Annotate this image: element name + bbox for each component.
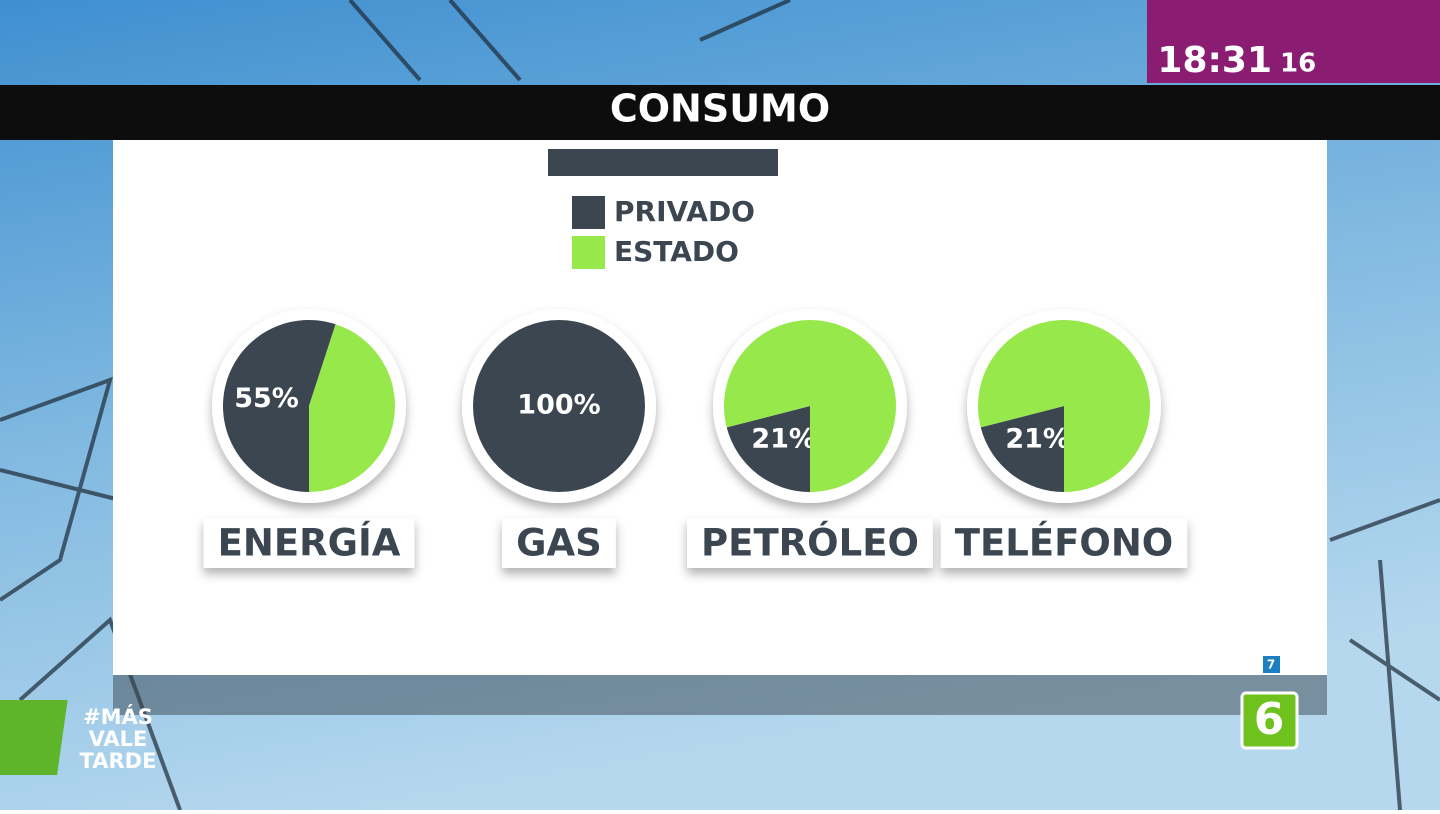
legend: PRIVADO ESTADO <box>572 195 755 269</box>
pie-title-bg <box>687 518 933 568</box>
pie-title: ENERGÍA <box>218 521 401 565</box>
pie-title: TELÉFONO <box>955 521 1174 565</box>
clock-seconds: 16 <box>1280 49 1316 79</box>
show-logo-line: VALE <box>89 727 148 751</box>
legend-label: ESTADO <box>614 235 739 268</box>
pie-title: PETRÓLEO <box>701 521 919 565</box>
show-logo <box>0 700 68 775</box>
pie-slice <box>978 320 1151 492</box>
title-bar <box>0 85 1440 140</box>
pies: 55% ENERGÍA 100% GAS 21% PETRÓLEO 21% TELÉFONO <box>203 309 1188 568</box>
pie-slice <box>723 320 896 492</box>
pie-slice <box>223 319 336 492</box>
pie-title-bg <box>203 518 415 568</box>
pie-title: GAS <box>516 522 602 565</box>
legend-swatch <box>572 196 605 229</box>
value-label: 21% <box>1005 423 1070 454</box>
value-label: 55% <box>234 383 299 414</box>
pie-slice <box>473 320 645 492</box>
panel-shadow <box>113 675 1327 715</box>
channel-logo <box>1240 691 1299 750</box>
legend-header-bar <box>548 149 778 176</box>
legend-swatch <box>572 236 605 269</box>
title: CONSUMO <box>610 87 830 131</box>
value-label: 100% <box>517 390 600 421</box>
show-logo-line: #MÁS <box>83 704 153 729</box>
rating: 7 <box>1267 658 1275 672</box>
rating-badge <box>1263 656 1280 673</box>
value-label: 21% <box>751 423 816 454</box>
pie-title-bg <box>940 518 1188 568</box>
pie-title-bg <box>502 518 616 568</box>
show-logo-line: TARDE <box>80 749 157 773</box>
pie-slice <box>309 324 395 492</box>
clock-box <box>1147 0 1440 83</box>
channel: 6 <box>1254 694 1285 745</box>
pie-slice <box>726 406 810 492</box>
clock: 18:31 <box>1157 40 1272 81</box>
legend-label: PRIVADO <box>614 195 755 228</box>
pie-slice <box>980 406 1064 492</box>
